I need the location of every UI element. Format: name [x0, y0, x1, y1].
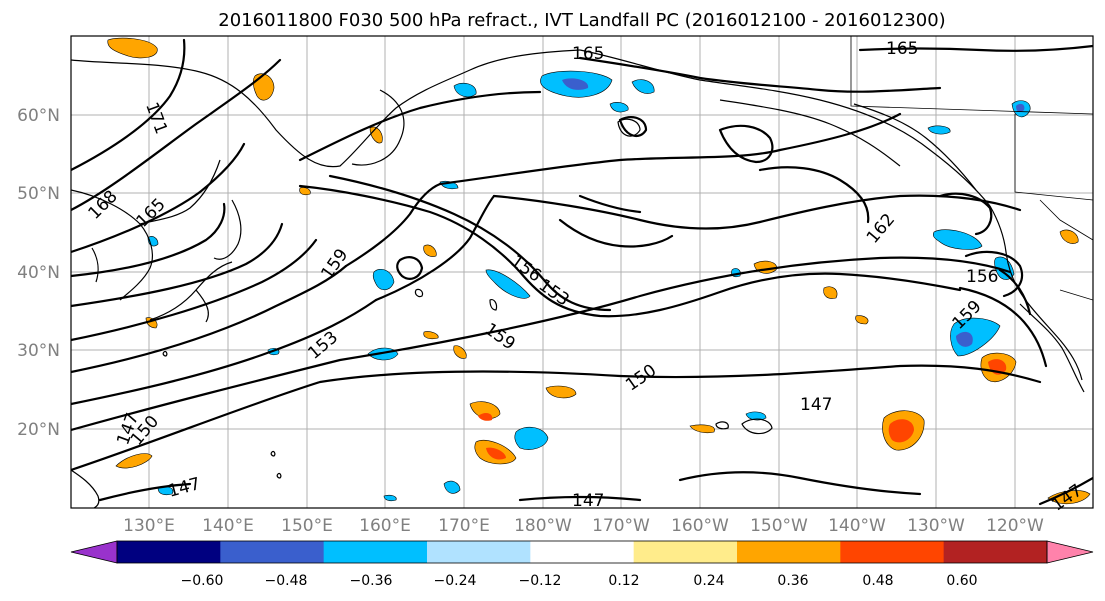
- lon-tick-label: 170°W: [592, 516, 650, 536]
- colorbar-tick-label: −0.24: [434, 573, 477, 589]
- lon-tick-label: 160°E: [359, 516, 411, 536]
- contour-label: 165: [886, 39, 918, 59]
- lat-tick-label: 40°N: [17, 263, 60, 283]
- colorbar-ticks: −0.60 −0.48 −0.36 −0.24 −0.12 0.12 0.24 …: [181, 573, 978, 589]
- colorbar-tick-label: 0.36: [777, 573, 808, 589]
- colorbar-segment: [427, 541, 531, 563]
- lon-tick-label: 160°W: [671, 516, 729, 536]
- lat-tick-label: 30°N: [17, 341, 60, 361]
- contour-label: 147: [572, 491, 604, 511]
- graticule: [71, 36, 1093, 508]
- lon-tick-label: 150°W: [750, 516, 808, 536]
- colorbar: −0.60 −0.48 −0.36 −0.24 −0.12 0.12 0.24 …: [70, 540, 1094, 589]
- lon-tick-label: 140°W: [828, 516, 886, 536]
- contour-label: 156: [966, 267, 998, 287]
- lon-tick-label: 120°W: [986, 516, 1044, 536]
- lon-tick-label: 130°E: [123, 516, 175, 536]
- colorbar-tick-label: 0.48: [862, 573, 893, 589]
- figure-title: 2016011800 F030 500 hPa refract., IVT La…: [218, 10, 945, 31]
- colorbar-segment: [943, 541, 1048, 563]
- contours: [71, 38, 1093, 506]
- lat-tick-label: 60°N: [17, 106, 60, 126]
- map-frame: [70, 35, 1094, 509]
- map-panel: 165 165 171 168 165 162 159 156 153 156 …: [17, 35, 1094, 536]
- colorbar-frame: [116, 540, 1048, 564]
- colorbar-tick-label: −0.36: [350, 573, 393, 589]
- colorbar-extend-low: [70, 540, 118, 564]
- colorbar-segment: [323, 541, 428, 563]
- colorbar-tick-label: −0.12: [519, 573, 562, 589]
- colorbar-segment: [220, 541, 325, 563]
- borders: [850, 36, 1093, 301]
- lat-tick-label: 20°N: [17, 420, 60, 440]
- lon-tick-label: 140°E: [202, 516, 254, 536]
- shaded-field: [107, 37, 1091, 505]
- colorbar-tick-label: −0.48: [265, 573, 308, 589]
- colorbar-extend-high: [1046, 540, 1094, 564]
- colorbar-segment: [530, 541, 635, 563]
- lon-tick-label: 180°W: [514, 516, 572, 536]
- colorbar-tick-label: 0.12: [608, 573, 639, 589]
- contour-label: 165: [572, 44, 604, 64]
- colorbar-tick-label: −0.60: [181, 573, 224, 589]
- colorbar-segment: [840, 541, 945, 563]
- colorbar-segment: [737, 541, 841, 563]
- colorbar-segment: [633, 541, 738, 563]
- lon-tick-label: 170°E: [438, 516, 490, 536]
- colorbar-tick-label: 0.60: [946, 573, 977, 589]
- colorbar-tick-label: 0.24: [693, 573, 724, 589]
- lon-tick-label: 130°W: [907, 516, 965, 536]
- colorbar-segment: [117, 541, 221, 563]
- lon-tick-label: 150°E: [281, 516, 333, 536]
- lat-tick-label: 50°N: [17, 184, 60, 204]
- lat-axis: 60°N 50°N 40°N 30°N 20°N: [17, 106, 60, 440]
- contour-label: 147: [800, 395, 832, 415]
- islands: [162, 118, 773, 479]
- lon-axis: 130°E 140°E 150°E 160°E 170°E 180°W 170°…: [123, 516, 1044, 536]
- colorbar-segments: [117, 541, 1048, 563]
